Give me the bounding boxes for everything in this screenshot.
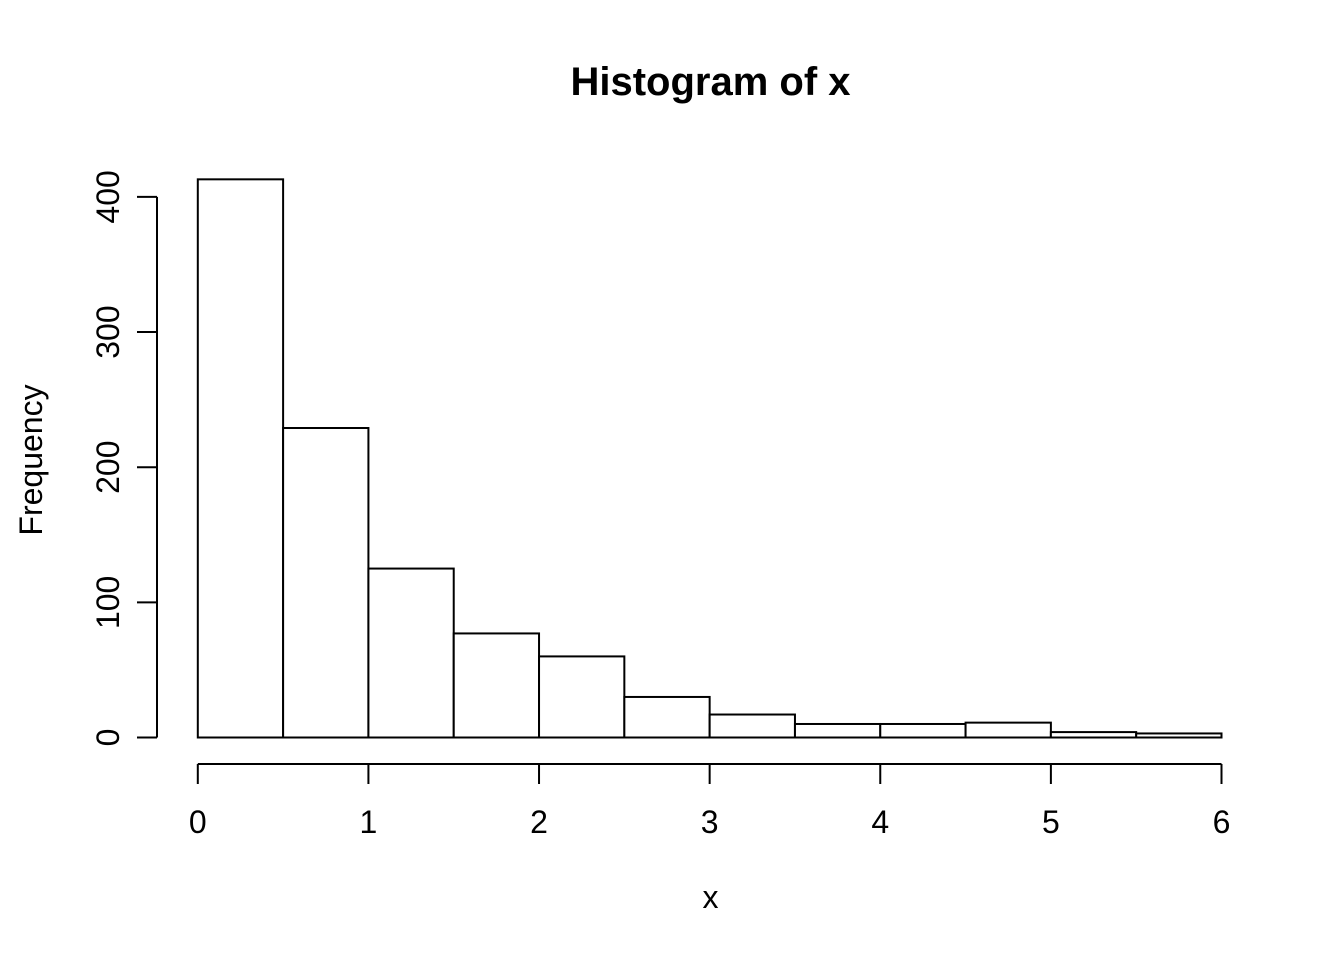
histogram-bar: [452, 632, 541, 739]
y-tick-label: 400: [90, 170, 126, 223]
x-tick-label: 6: [1213, 804, 1231, 840]
histogram-bar: [793, 722, 882, 739]
histogram-bar: [282, 427, 370, 739]
x-tick-label: 0: [189, 804, 207, 840]
histogram-bar: [623, 695, 711, 739]
histogram-bar: [708, 713, 796, 739]
histogram-bar: [1135, 732, 1223, 739]
x-tick-label: 2: [530, 804, 548, 840]
histogram-bar: [367, 567, 455, 739]
x-axis: 0 1 2 3 4 5 6: [189, 763, 1231, 840]
x-axis-label: x: [703, 879, 719, 915]
y-tick-label: 200: [90, 441, 126, 494]
y-axis-label: Frequency: [13, 384, 49, 535]
y-tick-label: 300: [90, 305, 126, 358]
x-tick-label: 4: [871, 804, 889, 840]
histogram-bar: [879, 722, 967, 739]
histogram-bar: [196, 178, 285, 739]
y-tick-label: 100: [90, 576, 126, 629]
y-tick-label: 0: [90, 729, 126, 747]
x-tick-label: 1: [360, 804, 378, 840]
chart-title: Histogram of x: [570, 60, 850, 104]
bars-group: [196, 178, 1223, 739]
x-tick-label: 3: [701, 804, 719, 840]
y-axis: 0 100 200 300 400: [90, 170, 158, 747]
x-tick-label: 5: [1042, 804, 1060, 840]
histogram-bar: [964, 721, 1052, 739]
histogram-bar: [1049, 731, 1138, 739]
histogram-bar: [538, 655, 626, 739]
